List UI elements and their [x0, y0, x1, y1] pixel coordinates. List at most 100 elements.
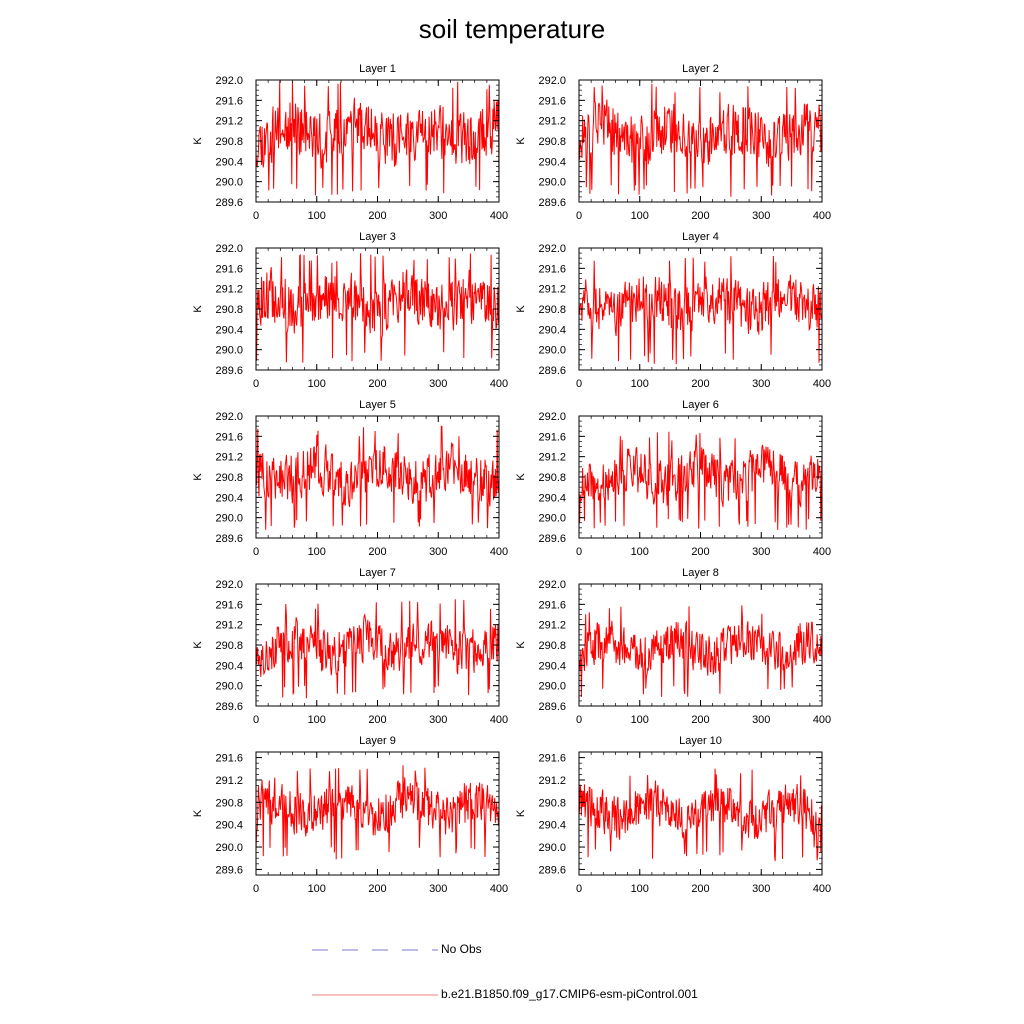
y-tick-label: 290.0	[215, 842, 243, 854]
x-tick-label: 300	[429, 883, 447, 895]
x-tick-label: 100	[308, 210, 326, 222]
x-tick-label: 300	[429, 714, 447, 726]
legend-label: b.e21.B1850.f09_g17.CMIP6-esm-piControl.…	[441, 987, 698, 1001]
y-axis-label: K	[515, 473, 527, 481]
y-tick-label: 291.6	[215, 599, 243, 611]
panel-2: Layer 2 K 289.6 290.0 290.4 290.8 291.2 291.6 29…	[515, 63, 831, 222]
x-tick-label: 400	[490, 883, 508, 895]
y-tick-label: 290.4	[215, 324, 243, 336]
series-line	[578, 768, 823, 862]
x-tick-label: 300	[429, 210, 447, 222]
panel-title: Layer 9	[359, 735, 396, 747]
x-tick-label: 200	[368, 378, 386, 390]
y-tick-label: 290.0	[538, 513, 566, 525]
chart-title: soil temperature	[418, 14, 606, 44]
y-axis-label: K	[192, 809, 204, 817]
y-tick-label: 290.8	[215, 472, 243, 484]
x-tick-label: 400	[813, 883, 831, 895]
y-tick-label: 289.6	[215, 701, 243, 713]
y-tick-label: 290.0	[538, 345, 566, 357]
panel-title: Layer 3	[359, 231, 396, 243]
y-tick-label: 291.6	[538, 263, 566, 275]
y-tick-label: 290.4	[215, 492, 243, 504]
y-tick-label: 290.8	[538, 304, 566, 316]
y-tick-label: 291.6	[538, 95, 566, 107]
panel-title: Layer 6	[682, 399, 719, 411]
legend-item-model-run: b.e21.B1850.f09_g17.CMIP6-esm-piControl.…	[312, 987, 732, 1003]
x-tick-label: 300	[752, 546, 770, 558]
y-tick-label: 290.4	[215, 660, 243, 672]
panel-title: Layer 1	[359, 63, 396, 75]
y-tick-label: 291.6	[215, 753, 243, 765]
panel-10: Layer 10 K 289.6 290.0 290.4 290.8 291.2 291.6 0…	[515, 735, 831, 895]
panel-title: Layer 7	[359, 567, 396, 579]
y-tick-label: 291.2	[215, 620, 243, 632]
y-tick-label: 290.0	[538, 681, 566, 693]
y-tick-label: 289.6	[215, 864, 243, 876]
y-axis-label: K	[515, 137, 527, 145]
x-tick-label: 400	[490, 714, 508, 726]
y-axis-label: K	[515, 305, 527, 313]
x-tick-label: 0	[253, 883, 259, 895]
series-line	[255, 80, 500, 196]
y-tick-label: 292.0	[215, 243, 243, 255]
y-tick-label: 289.6	[215, 365, 243, 377]
y-tick-label: 291.6	[215, 263, 243, 275]
y-tick-label: 291.2	[538, 775, 566, 787]
y-tick-label: 290.0	[538, 177, 566, 189]
series-line	[255, 765, 500, 860]
y-tick-label: 289.6	[538, 197, 566, 209]
y-tick-label: 290.4	[538, 156, 566, 168]
plots-canvas: Layer 1 K 289.6 290.0 290.4 290.8 291.2 291.6 29…	[192, 63, 831, 895]
panel-6: Layer 6 K 289.6 290.0 290.4 290.8 291.2 291.6 29…	[515, 399, 831, 558]
x-tick-label: 400	[813, 378, 831, 390]
x-tick-label: 400	[813, 714, 831, 726]
panel-title: Layer 8	[682, 567, 719, 579]
y-tick-label: 290.0	[215, 345, 243, 357]
series-line	[255, 599, 500, 699]
y-axis-label: K	[192, 137, 204, 145]
y-axis-label: K	[192, 305, 204, 313]
x-tick-label: 100	[308, 883, 326, 895]
x-tick-label: 200	[691, 378, 709, 390]
x-tick-label: 200	[691, 883, 709, 895]
x-tick-label: 200	[368, 210, 386, 222]
series-line	[578, 255, 823, 365]
x-tick-label: 0	[253, 378, 259, 390]
y-tick-label: 290.8	[538, 640, 566, 652]
y-tick-label: 290.8	[538, 797, 566, 809]
y-axis-label: K	[192, 473, 204, 481]
legend-swatch-solid	[312, 994, 438, 996]
y-tick-label: 292.0	[538, 75, 566, 87]
x-tick-label: 400	[490, 546, 508, 558]
x-tick-label: 0	[253, 546, 259, 558]
x-tick-label: 100	[631, 714, 649, 726]
panel-title: Layer 5	[359, 399, 396, 411]
y-tick-label: 290.4	[538, 820, 566, 832]
y-tick-label: 292.0	[538, 579, 566, 591]
y-tick-label: 291.2	[538, 284, 566, 296]
x-tick-label: 400	[490, 210, 508, 222]
x-tick-label: 200	[368, 883, 386, 895]
y-tick-label: 290.4	[538, 492, 566, 504]
legend-swatch-dashed	[312, 949, 438, 951]
y-tick-label: 290.8	[538, 136, 566, 148]
y-tick-label: 290.4	[538, 660, 566, 672]
y-tick-label: 290.0	[215, 681, 243, 693]
panel-9: Layer 9 K 289.6 290.0 290.4 290.8 291.2 291.6 0 1…	[192, 735, 508, 895]
x-tick-label: 100	[631, 883, 649, 895]
x-tick-label: 400	[813, 546, 831, 558]
legend-label: No Obs	[441, 942, 482, 956]
y-tick-label: 290.8	[538, 472, 566, 484]
panel-5: Layer 5 K 289.6 290.0 290.4 290.8 291.2 291.6 29…	[192, 399, 508, 558]
y-tick-label: 291.2	[215, 452, 243, 464]
y-tick-label: 290.4	[215, 820, 243, 832]
legend-item-no-obs: No Obs	[312, 942, 712, 958]
x-tick-label: 300	[429, 546, 447, 558]
x-tick-label: 0	[576, 883, 582, 895]
y-tick-label: 291.2	[538, 116, 566, 128]
y-tick-label: 290.8	[215, 797, 243, 809]
series-line	[255, 425, 500, 530]
x-tick-label: 0	[576, 546, 582, 558]
x-tick-label: 300	[752, 883, 770, 895]
